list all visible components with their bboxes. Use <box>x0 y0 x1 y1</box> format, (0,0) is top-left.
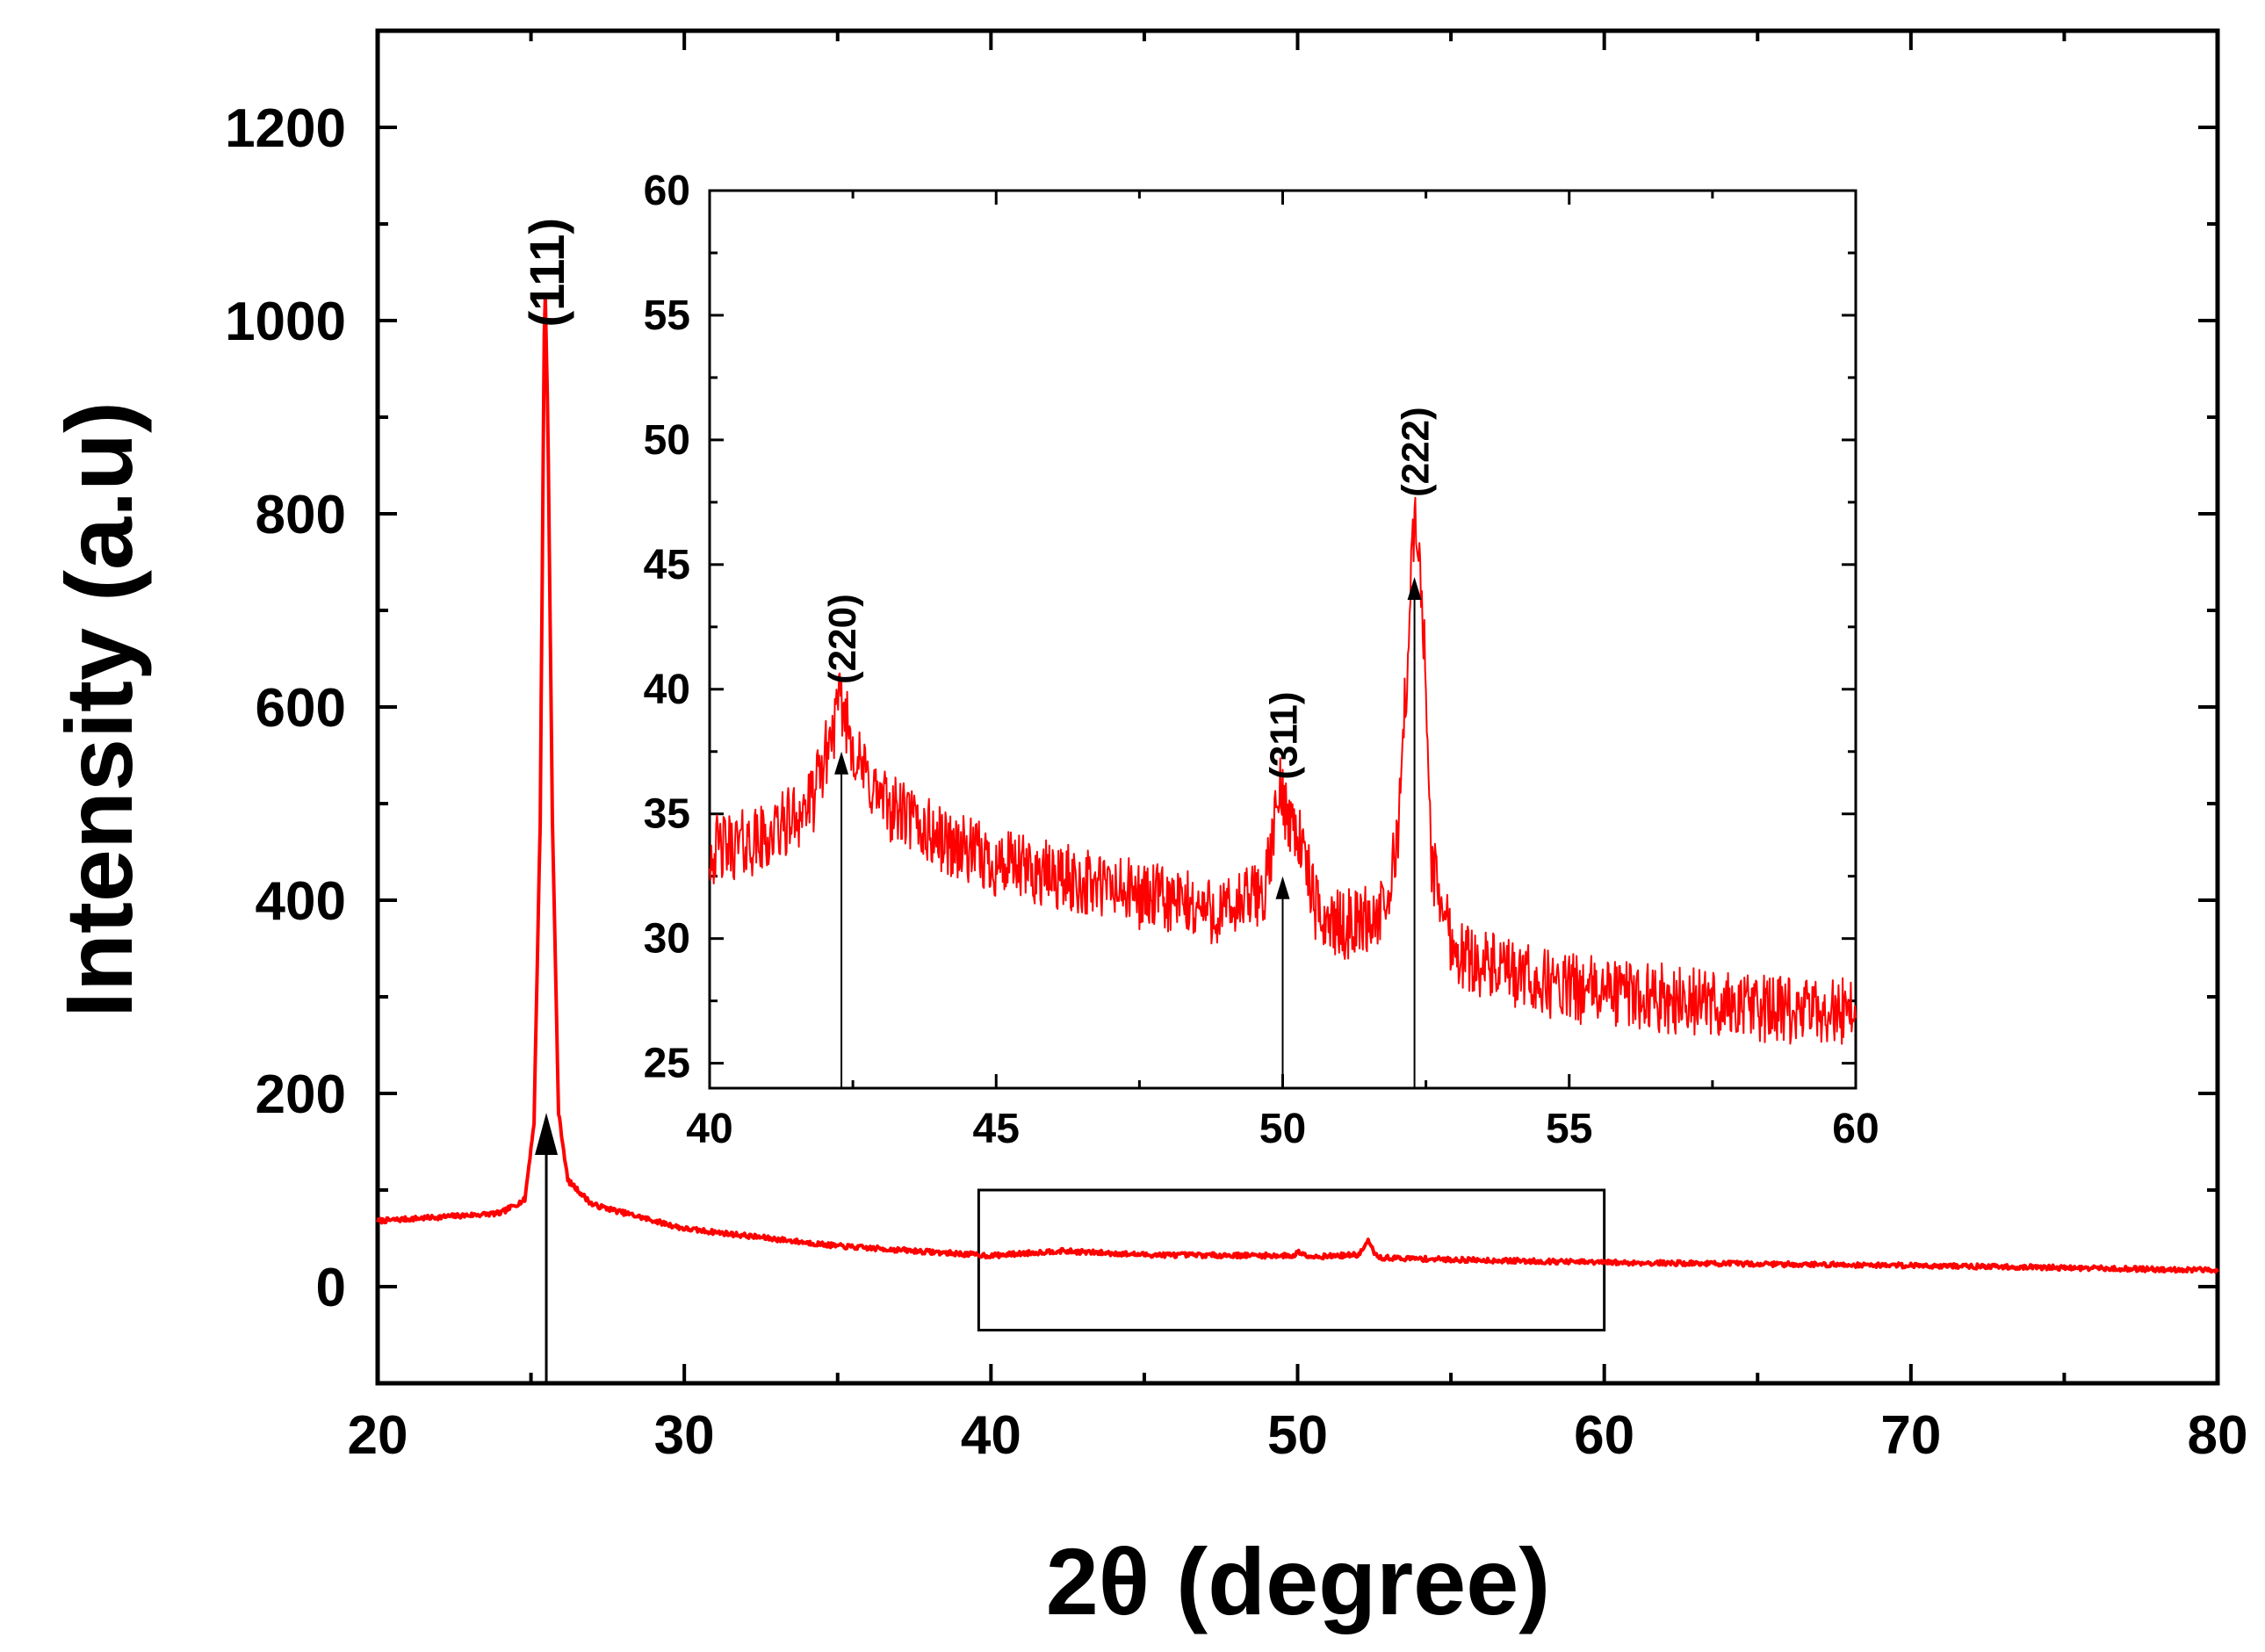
inset-peak-label: (222) <box>1395 407 1438 497</box>
inset-peak-arrow-head <box>1275 876 1290 899</box>
inset-x-tick-label: 40 <box>686 1106 732 1152</box>
main-y-tick-label: 0 <box>316 1258 346 1318</box>
main-x-tick-label: 20 <box>348 1405 408 1466</box>
y-axis-title: Intensity (a.u) <box>46 401 152 1018</box>
inset-series <box>709 496 1857 1045</box>
inset-peak-arrow-head <box>1407 577 1422 601</box>
inset-peak-arrow-head <box>834 751 849 775</box>
inset-ticks: 40 45 50 55 60 25 30 35 40 45 50 55 60 <box>644 168 1879 1152</box>
main-series <box>376 293 2219 1274</box>
main-x-tick-label: 60 <box>1574 1405 1634 1466</box>
main-peak-label: (111) <box>519 218 574 328</box>
inset-y-tick-label: 30 <box>644 916 690 963</box>
main-y-tick-label: 1200 <box>225 98 346 159</box>
main-y-tick-label: 200 <box>256 1064 346 1125</box>
main-annotations: (111) <box>519 218 574 1383</box>
inset-y-tick-label: 45 <box>644 542 690 588</box>
inset-peak-label: (311) <box>1263 691 1306 779</box>
inset-y-tick-label: 25 <box>644 1041 690 1087</box>
main-x-tick-label: 40 <box>961 1405 1021 1466</box>
inset-y-tick-label: 60 <box>644 168 690 214</box>
inset-y-tick-label: 55 <box>644 292 690 339</box>
inset-y-tick-label: 35 <box>644 791 690 838</box>
inset-x-tick-label: 60 <box>1832 1106 1879 1152</box>
main-series-line <box>376 293 2219 1274</box>
main-x-tick-label: 30 <box>654 1405 715 1466</box>
main-y-tick-label: 1000 <box>225 292 346 352</box>
inset-annotations: (220) (311) (222) <box>821 407 1438 1088</box>
main-x-tick-label: 50 <box>1267 1405 1328 1466</box>
main-y-tick-label: 400 <box>256 871 346 932</box>
inset-series-line <box>709 496 1857 1045</box>
main-x-tick-label: 70 <box>1880 1405 1941 1466</box>
inset-peak-label: (220) <box>821 594 864 684</box>
inset-y-tick-label: 40 <box>644 667 690 713</box>
inset-x-tick-label: 50 <box>1259 1106 1306 1152</box>
main-y-tick-label: 800 <box>256 485 346 545</box>
main-x-tick-label: 80 <box>2188 1405 2248 1466</box>
x-axis-title: 2θ (degree) <box>1046 1528 1551 1634</box>
main-y-tick-label: 600 <box>256 678 346 739</box>
inset-y-tick-label: 50 <box>644 417 690 464</box>
inset-x-tick-label: 45 <box>973 1106 1020 1152</box>
main-peak-arrow-head <box>535 1113 559 1155</box>
inset-x-tick-label: 55 <box>1546 1106 1592 1152</box>
